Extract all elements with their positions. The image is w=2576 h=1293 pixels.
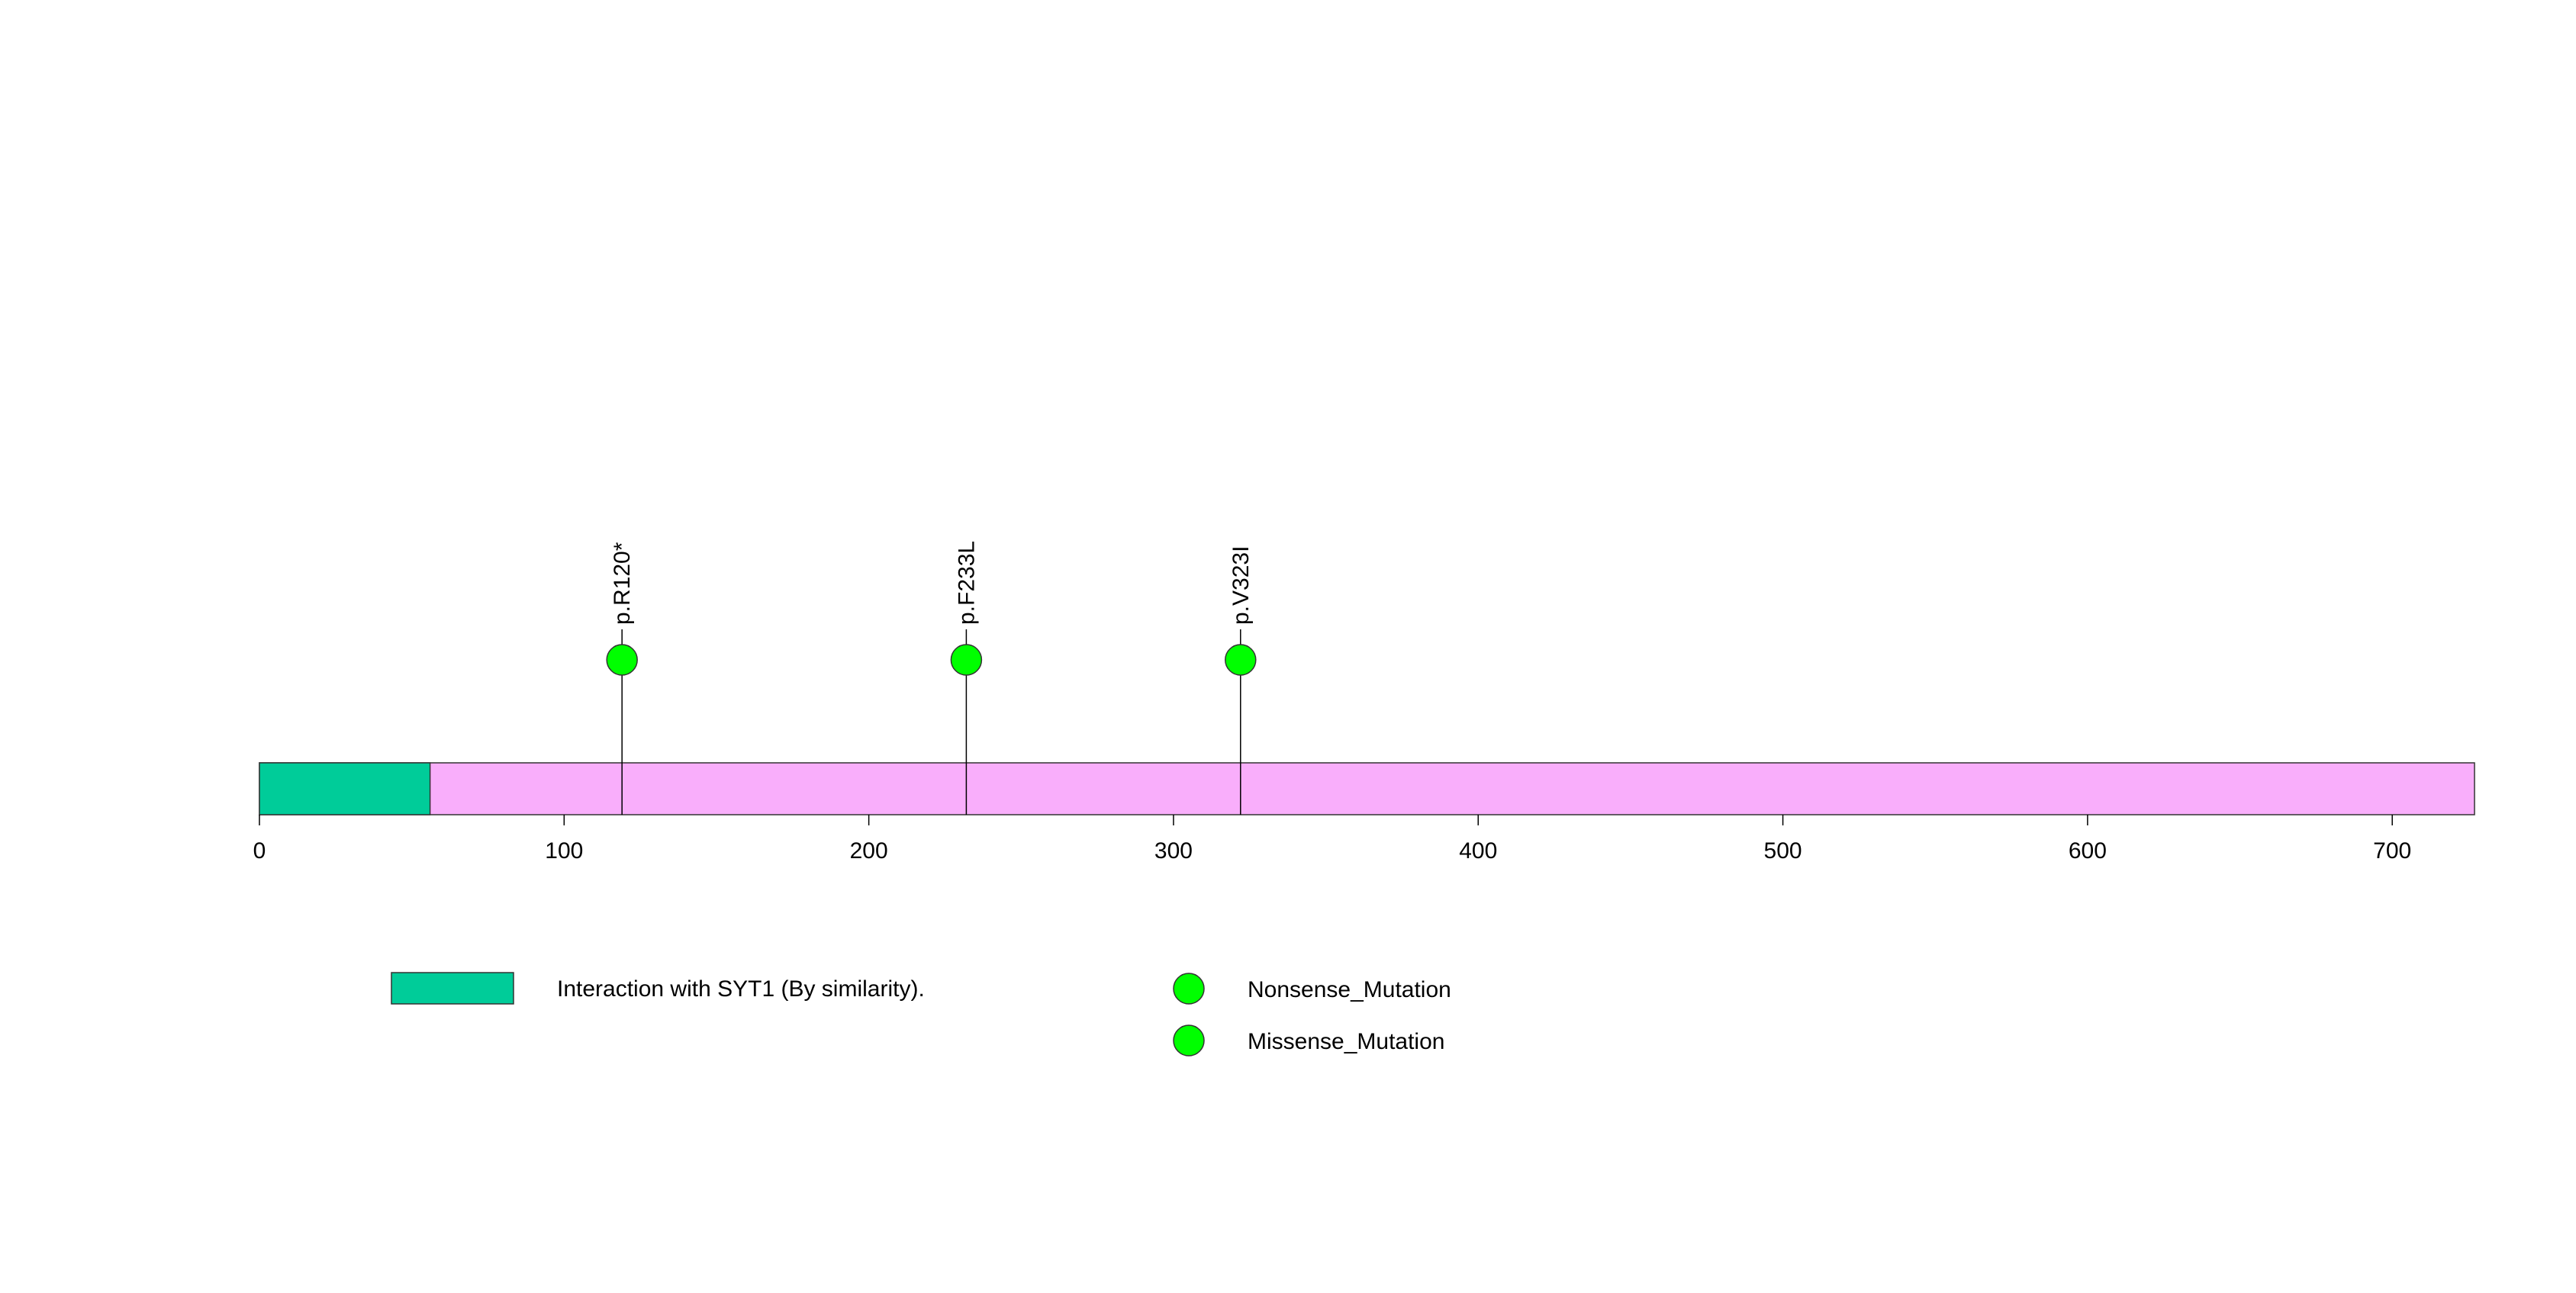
legend-mutation-label-0: Nonsense_Mutation bbox=[1248, 977, 1451, 1002]
x-tick-label-700: 700 bbox=[2373, 838, 2411, 864]
x-tick-label-100: 100 bbox=[545, 838, 583, 864]
x-tick-label-500: 500 bbox=[1764, 838, 1802, 864]
mutation-label-1: p.F233L bbox=[954, 541, 979, 625]
mutation-lollipops: p.R120* p.F233L p.V323I bbox=[606, 541, 1257, 815]
x-tick-label-400: 400 bbox=[1459, 838, 1497, 864]
domain-bar-0 bbox=[259, 762, 431, 815]
x-tick-label-200: 200 bbox=[850, 838, 888, 864]
mutation-label-0: p.R120* bbox=[610, 542, 635, 625]
legend-mutation-marker-1 bbox=[1173, 1024, 1205, 1057]
legend: Interaction with SYT1 (By similarity). No… bbox=[391, 972, 1451, 1057]
legend-domain-label-0: Interaction with SYT1 (By similarity). bbox=[557, 976, 925, 1002]
mutation-point-2 bbox=[1225, 644, 1257, 676]
mutation-label-2: p.V323I bbox=[1228, 546, 1254, 625]
legend-domain-swatch-0 bbox=[391, 972, 514, 1005]
x-tick-label-0: 0 bbox=[253, 838, 266, 864]
x-tick-label-600: 600 bbox=[2069, 838, 2107, 864]
legend-mutation-marker-0 bbox=[1173, 973, 1205, 1005]
protein-track bbox=[259, 762, 2475, 815]
protein-bar bbox=[259, 762, 2475, 815]
mutation-point-1 bbox=[950, 644, 983, 676]
x-tick-label-300: 300 bbox=[1154, 838, 1193, 864]
mutation-point-0 bbox=[606, 644, 638, 676]
x-axis: 0 100 200 300 400 500 600 700 bbox=[253, 815, 2411, 864]
legend-mutation-label-1: Missense_Mutation bbox=[1248, 1029, 1444, 1054]
